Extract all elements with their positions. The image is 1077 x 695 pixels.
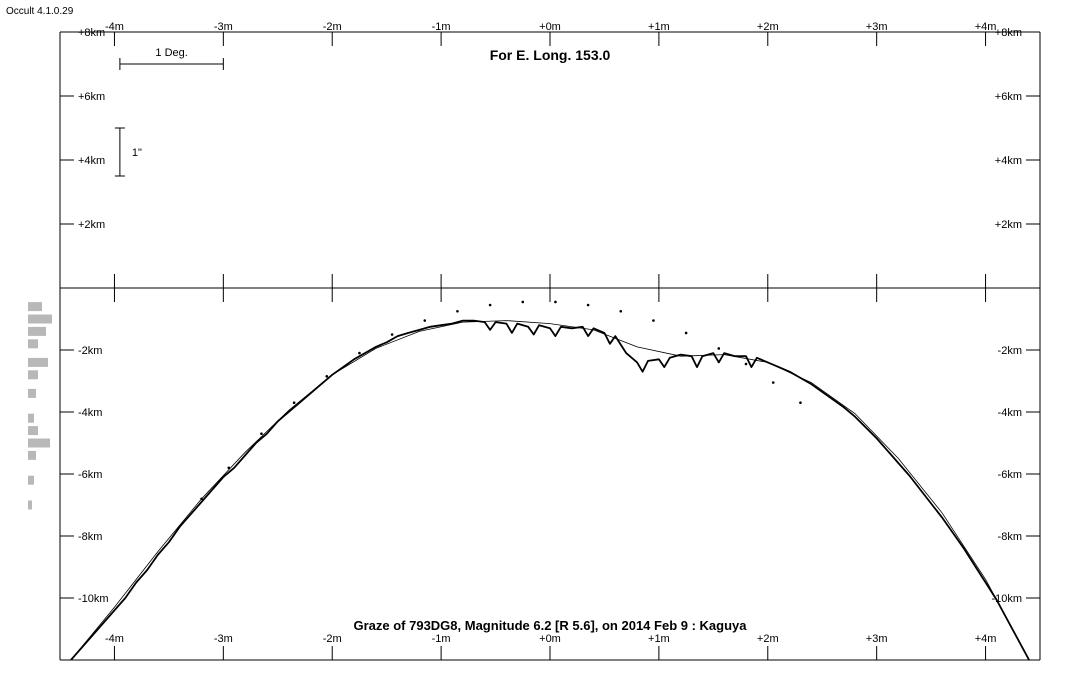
svg-text:+4m: +4m — [975, 633, 997, 645]
svg-text:+0m: +0m — [539, 633, 561, 645]
svg-text:+8km: +8km — [995, 27, 1022, 39]
svg-text:-3m: -3m — [214, 21, 233, 33]
svg-text:-1m: -1m — [432, 21, 451, 33]
svg-text:-1m: -1m — [432, 633, 451, 645]
svg-text:+1m: +1m — [648, 21, 670, 33]
svg-text:For E. Long. 153.0: For E. Long. 153.0 — [490, 47, 611, 63]
svg-text:+1m: +1m — [648, 633, 670, 645]
svg-text:1": 1" — [132, 147, 142, 159]
svg-text:-4km: -4km — [998, 407, 1022, 419]
svg-text:-2m: -2m — [323, 633, 342, 645]
svg-text:-3m: -3m — [214, 633, 233, 645]
svg-text:-4km: -4km — [78, 407, 102, 419]
svg-text:+2km: +2km — [78, 219, 105, 231]
svg-text:+6km: +6km — [78, 91, 105, 103]
svg-text:1 Deg.: 1 Deg. — [155, 47, 187, 59]
svg-text:+0m: +0m — [539, 21, 561, 33]
svg-text:-2km: -2km — [78, 345, 102, 357]
svg-text:+2m: +2m — [757, 21, 779, 33]
svg-text:+4m: +4m — [975, 21, 997, 33]
svg-text:+3m: +3m — [866, 21, 888, 33]
svg-text:+2km: +2km — [995, 219, 1022, 231]
svg-text:+8km: +8km — [78, 27, 105, 39]
svg-text:+4km: +4km — [995, 155, 1022, 167]
svg-text:+2m: +2m — [757, 633, 779, 645]
svg-text:+6km: +6km — [995, 91, 1022, 103]
svg-text:-8km: -8km — [998, 531, 1022, 543]
svg-text:-4m: -4m — [105, 21, 124, 33]
svg-text:-10km: -10km — [78, 593, 109, 605]
svg-text:-4m: -4m — [105, 633, 124, 645]
svg-text:+3m: +3m — [866, 633, 888, 645]
graze-profile-chart: -4m -3m -2m -1m +0m +1m +2m +3m +4m -4m -3m -2m -1m +… — [0, 0, 1077, 695]
svg-text:-6km: -6km — [78, 469, 102, 481]
svg-text:Graze of 793DG8, Magnitude 6: Graze of 793DG8, Magnitude 6.2 [R 5.6], … — [353, 618, 747, 633]
svg-text:-8km: -8km — [78, 531, 102, 543]
svg-text:-2km: -2km — [998, 345, 1022, 357]
svg-text:+4km: +4km — [78, 155, 105, 167]
svg-text:-2m: -2m — [323, 21, 342, 33]
svg-text:-6km: -6km — [998, 469, 1022, 481]
